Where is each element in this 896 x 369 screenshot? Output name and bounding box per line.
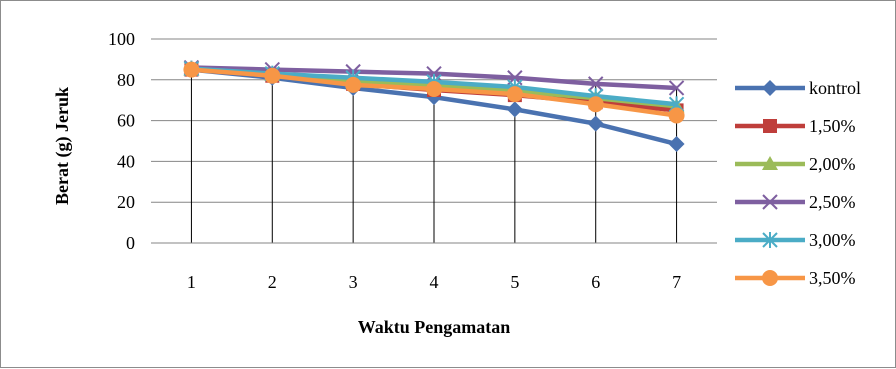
data-point: [264, 67, 281, 84]
data-point: [587, 115, 604, 132]
legend-marker: [762, 80, 778, 96]
data-point: [506, 86, 523, 103]
legend-item: 1,50%: [735, 116, 856, 136]
data-point-b: [588, 76, 604, 92]
y-tick-label: 100: [108, 29, 135, 49]
legend-marker: [762, 232, 778, 248]
legend-label: 2,50%: [809, 192, 856, 212]
x-tick-label: 1: [187, 272, 196, 292]
data-point: [588, 76, 604, 92]
data-point: [587, 96, 604, 113]
y-tick-label: 60: [117, 111, 135, 131]
x-tick-label: 2: [268, 272, 277, 292]
data-point-b: [668, 80, 685, 96]
y-axis-title: Berat (g) Jeruk: [52, 87, 73, 205]
legend-item: 3,00%: [735, 230, 856, 250]
x-tick-label: 6: [591, 272, 600, 292]
data-point: [183, 61, 200, 78]
data-point: [506, 101, 523, 118]
y-tick-label: 80: [117, 70, 135, 90]
legend-label: 3,50%: [809, 268, 856, 288]
y-tick-label: 20: [117, 192, 135, 212]
data-point: [668, 136, 685, 153]
legend-item: 2,00%: [735, 154, 856, 174]
legend-label: 1,50%: [809, 116, 856, 136]
legend-marker-b: [762, 194, 778, 210]
y-tick-labels: 0 20 40 60 80 100: [108, 29, 135, 253]
legend-label: 2,00%: [809, 154, 856, 174]
legend-item: 3,50%: [735, 268, 856, 288]
legend-label: kontrol: [809, 78, 861, 98]
legend-marker: [762, 270, 778, 286]
data-point: [668, 107, 685, 124]
legend: kontrol 1,50% 2,00% 2,50% 3,00% 3,50%: [735, 78, 861, 288]
x-tick-label: 4: [430, 272, 439, 292]
y-tick-label: 0: [126, 233, 135, 253]
legend-marker: [762, 194, 778, 210]
x-tick-label: 7: [672, 272, 681, 292]
legend-item: 2,50%: [735, 192, 856, 212]
y-tick-label: 40: [117, 151, 135, 171]
data-point: [668, 80, 685, 96]
x-axis-title: Waktu Pengamatan: [358, 317, 511, 337]
data-point: [426, 80, 442, 97]
series-lines: [183, 59, 685, 153]
series-5: [183, 61, 685, 124]
x-tick-label: 5: [510, 272, 519, 292]
legend-label: 3,00%: [809, 230, 856, 250]
legend-marker: [762, 156, 778, 170]
x-tick-label: 3: [349, 272, 358, 292]
x-tick-labels: 1 2 3 4 5 6 7: [187, 272, 681, 292]
legend-marker: [763, 119, 777, 133]
data-point: [345, 76, 362, 93]
legend-item: kontrol: [735, 78, 861, 98]
